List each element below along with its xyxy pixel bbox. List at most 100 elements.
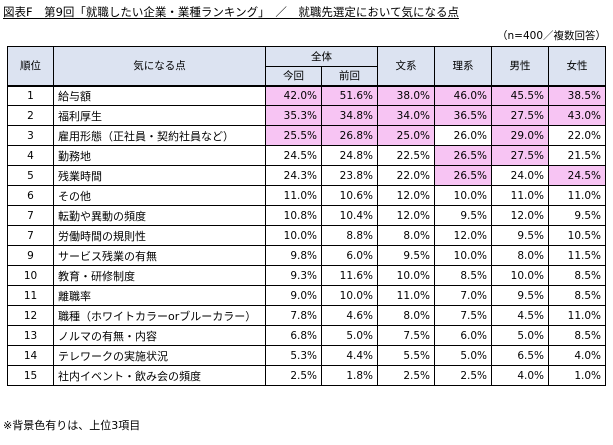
ranking-table: 順位 気になる点 全体 文系 理系 男性 女性 今回 前回 1 給与額 42.0% 5… [7, 46, 606, 386]
value-cell-female: 8.5% [548, 325, 606, 346]
value-cell-science: 2.5% [434, 365, 492, 386]
rank-cell: 3 [7, 125, 54, 146]
header-male: 男性 [491, 46, 549, 86]
value-cell-science: 12.0% [434, 225, 492, 246]
value-cell-this-time: 9.3% [265, 265, 322, 286]
item-cell: 残業時間 [53, 165, 266, 186]
value-cell-previous: 10.0% [321, 285, 378, 306]
table-row: 13 ノルマの有無・内容 6.8% 5.0% 7.5% 6.0% 5.0% 8.5% [7, 325, 606, 346]
value-cell-previous: 6.0% [321, 245, 378, 266]
rank-cell: 1 [7, 84, 54, 106]
value-cell-humanities: 5.5% [377, 345, 435, 366]
value-cell-previous: 24.8% [321, 145, 378, 166]
table-header: 順位 気になる点 全体 文系 理系 男性 女性 今回 前回 [7, 46, 606, 86]
value-cell-science: 10.0% [434, 185, 492, 206]
item-cell: 給与額 [53, 84, 266, 106]
value-cell-male: 11.0% [491, 185, 549, 206]
value-cell-male: 6.5% [491, 345, 549, 366]
value-cell-previous: 10.4% [321, 205, 378, 226]
header-total: 全体 [265, 46, 378, 67]
value-cell-science: 10.0% [434, 245, 492, 266]
rank-cell: 7 [7, 225, 54, 246]
item-cell: 勤務地 [53, 145, 266, 166]
value-cell-science: 36.5% [434, 105, 492, 126]
header-humanities: 文系 [377, 46, 435, 86]
value-cell-previous: 8.8% [321, 225, 378, 246]
value-cell-previous: 11.6% [321, 265, 378, 286]
rank-cell: 2 [7, 105, 54, 126]
value-cell-female: 11.0% [548, 305, 606, 326]
table-body: 1 給与額 42.0% 51.6% 38.0% 46.0% 45.5% 38.5% 2 福利厚生 3… [7, 84, 606, 386]
value-cell-science: 7.5% [434, 305, 492, 326]
table-row: 11 離職率 9.0% 10.0% 11.0% 7.0% 9.5% 8.5% [7, 285, 606, 306]
rank-cell: 13 [7, 325, 54, 346]
item-cell: 社内イベント・飲み会の頻度 [53, 365, 266, 386]
rank-cell: 6 [7, 185, 54, 206]
value-cell-humanities: 22.0% [377, 165, 435, 186]
value-cell-this-time: 9.0% [265, 285, 322, 306]
value-cell-science: 46.0% [434, 84, 492, 106]
table-row: 15 社内イベント・飲み会の頻度 2.5% 1.8% 2.5% 2.5% 4.0% 1.0% [7, 365, 606, 386]
value-cell-male: 9.5% [491, 285, 549, 306]
rank-cell: 10 [7, 265, 54, 286]
value-cell-this-time: 6.8% [265, 325, 322, 346]
document-title: 図表F 第9回「就職したい企業・業種ランキング」 ／ 就職先選定において気になる… [3, 5, 459, 19]
value-cell-this-time: 2.5% [265, 365, 322, 386]
value-cell-this-time: 11.0% [265, 185, 322, 206]
item-cell: 職種（ホワイトカラーorブルーカラー） [53, 305, 266, 326]
value-cell-male: 8.0% [491, 245, 549, 266]
value-cell-female: 8.5% [548, 265, 606, 286]
value-cell-humanities: 8.0% [377, 305, 435, 326]
header-rank: 順位 [7, 46, 54, 86]
value-cell-previous: 5.0% [321, 325, 378, 346]
value-cell-female: 43.0% [548, 105, 606, 126]
value-cell-humanities: 11.0% [377, 285, 435, 306]
rank-cell: 12 [7, 305, 54, 326]
rank-cell: 15 [7, 365, 54, 386]
value-cell-science: 7.0% [434, 285, 492, 306]
item-cell: 教育・研修制度 [53, 265, 266, 286]
value-cell-humanities: 25.0% [377, 125, 435, 146]
sample-note: （n=400／複数回答） [497, 30, 606, 42]
value-cell-humanities: 34.0% [377, 105, 435, 126]
value-cell-female: 24.5% [548, 165, 606, 186]
value-cell-this-time: 7.8% [265, 305, 322, 326]
rank-cell: 5 [7, 165, 54, 186]
value-cell-male: 4.5% [491, 305, 549, 326]
value-cell-male: 10.0% [491, 265, 549, 286]
header-this-time: 今回 [265, 66, 322, 86]
item-cell: ノルマの有無・内容 [53, 325, 266, 346]
item-cell: 労働時間の規則性 [53, 225, 266, 246]
rank-cell: 14 [7, 345, 54, 366]
item-cell: 福利厚生 [53, 105, 266, 126]
value-cell-male: 27.5% [491, 105, 549, 126]
value-cell-humanities: 2.5% [377, 365, 435, 386]
value-cell-humanities: 22.5% [377, 145, 435, 166]
value-cell-science: 5.0% [434, 345, 492, 366]
item-cell: 雇用形態（正社員・契約社員など） [53, 125, 266, 146]
table-row: 4 勤務地 24.5% 24.8% 22.5% 26.5% 27.5% 21.5% [7, 145, 606, 166]
table-row: 1 給与額 42.0% 51.6% 38.0% 46.0% 45.5% 38.5% [7, 84, 606, 106]
value-cell-female: 1.0% [548, 365, 606, 386]
value-cell-science: 26.0% [434, 125, 492, 146]
item-cell: 離職率 [53, 285, 266, 306]
header-item: 気になる点 [53, 46, 266, 86]
value-cell-male: 5.0% [491, 325, 549, 346]
table-row: 6 その他 11.0% 10.6% 12.0% 10.0% 11.0% 11.0% [7, 185, 606, 206]
value-cell-female: 10.5% [548, 225, 606, 246]
item-cell: 転勤や異動の頻度 [53, 205, 266, 226]
table-row: 7 労働時間の規則性 10.0% 8.8% 8.0% 12.0% 9.5% 10.5% [7, 225, 606, 246]
value-cell-humanities: 38.0% [377, 84, 435, 106]
value-cell-previous: 23.8% [321, 165, 378, 186]
value-cell-this-time: 10.0% [265, 225, 322, 246]
value-cell-female: 11.0% [548, 185, 606, 206]
value-cell-male: 12.0% [491, 205, 549, 226]
value-cell-previous: 26.8% [321, 125, 378, 146]
value-cell-this-time: 24.3% [265, 165, 322, 186]
value-cell-male: 45.5% [491, 84, 549, 106]
item-cell: その他 [53, 185, 266, 206]
value-cell-humanities: 10.0% [377, 265, 435, 286]
header-science: 理系 [434, 46, 492, 86]
value-cell-this-time: 9.8% [265, 245, 322, 266]
value-cell-humanities: 7.5% [377, 325, 435, 346]
